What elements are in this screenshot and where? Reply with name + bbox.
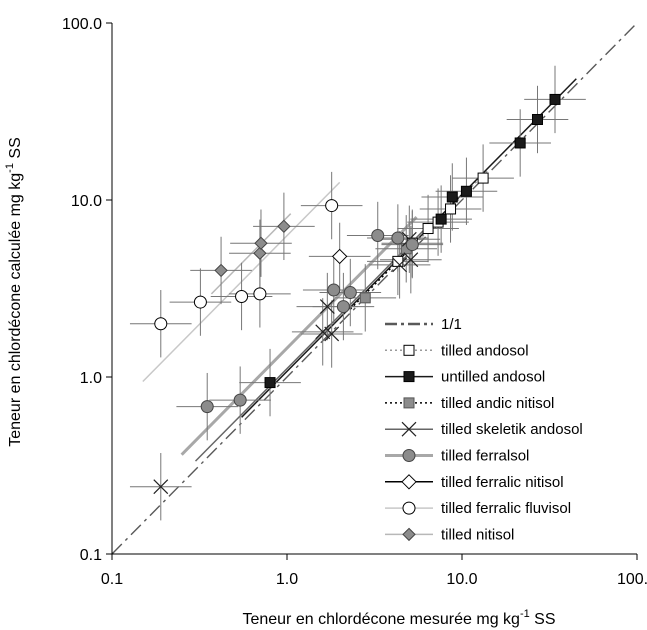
fit-line-tilled-skeletik-andosol bbox=[194, 224, 430, 462]
point-tilled-ferralsol bbox=[391, 231, 405, 245]
point-tilled-ferralsol bbox=[233, 393, 247, 407]
point-tilled-ferralsol bbox=[405, 238, 419, 252]
legend-entry: untilled andosol bbox=[385, 369, 545, 386]
point-tilled-ferralic-fluvisol bbox=[154, 317, 168, 331]
point-tilled-andic-nitisol bbox=[359, 292, 371, 304]
legend-entry: tilled andosol bbox=[385, 342, 529, 359]
legend-marker bbox=[401, 474, 417, 490]
x-tick-label: 100.0 bbox=[617, 571, 647, 588]
point-untilled-andosol bbox=[446, 191, 458, 203]
point-tilled-skeletik-andosol bbox=[319, 299, 335, 314]
fit-line-tilled-ferralsol bbox=[180, 216, 418, 456]
point-tilled-skeletik-andosol bbox=[403, 252, 419, 268]
point-untilled-andosol bbox=[549, 93, 561, 105]
point-tilled-nitisol bbox=[254, 236, 268, 250]
point-untilled-andosol bbox=[435, 213, 447, 225]
legend-label: tilled skeletik andosol bbox=[441, 421, 583, 438]
legend-marker bbox=[402, 501, 416, 515]
point-tilled-ferralic-nitisol bbox=[331, 248, 348, 265]
x-axis-title: Teneur en chlordécone mesurée mg kg-1 SS bbox=[242, 608, 555, 628]
y-tick-label: 10.0 bbox=[71, 193, 102, 210]
legend-label: tilled andic nitisol bbox=[441, 395, 554, 412]
x-tick-label: 0.1 bbox=[101, 571, 123, 588]
y-axis-title: Teneur en chlordécone calculée mg kg-1 S… bbox=[4, 137, 24, 447]
x-tick-label: 1.0 bbox=[276, 571, 298, 588]
x-tick-label: 10.0 bbox=[446, 571, 477, 588]
data-points bbox=[153, 93, 561, 495]
point-tilled-andosol bbox=[422, 223, 434, 235]
legend-marker bbox=[402, 449, 416, 462]
point-tilled-ferralic-fluvisol bbox=[325, 199, 339, 213]
legend-label: tilled ferralic fluvisol bbox=[441, 500, 571, 517]
legend-label: untilled andosol bbox=[441, 369, 545, 386]
point-tilled-skeletik-andosol bbox=[392, 257, 408, 273]
reference-line-1-1 bbox=[111, 22, 638, 555]
point-tilled-andosol bbox=[445, 203, 457, 215]
y-tick-label: 100.0 bbox=[62, 16, 102, 33]
legend-marker bbox=[401, 421, 417, 437]
point-tilled-ferralsol bbox=[200, 400, 214, 414]
legend-entry: tilled skeletik andosol bbox=[385, 421, 583, 438]
legend-label: 1/1 bbox=[441, 316, 462, 333]
legend-label: tilled nitisol bbox=[441, 526, 514, 543]
point-tilled-ferralic-fluvisol bbox=[253, 287, 267, 301]
legend-entry: tilled andic nitisol bbox=[385, 395, 554, 412]
legend-label: tilled andosol bbox=[441, 342, 529, 359]
point-untilled-andosol bbox=[531, 113, 543, 125]
legend-label: tilled ferralsol bbox=[441, 448, 529, 465]
legend: 1/1 tilled andosol untilled andosol tilled … bbox=[385, 316, 583, 543]
legend-entry: 1/1 bbox=[385, 316, 462, 333]
point-untilled-andosol bbox=[514, 137, 526, 149]
point-tilled-ferralsol bbox=[343, 286, 357, 300]
point-tilled-ferralsol bbox=[327, 283, 341, 297]
legend-marker bbox=[403, 344, 415, 356]
point-tilled-skeletik-andosol bbox=[324, 326, 340, 342]
point-tilled-nitisol bbox=[214, 263, 228, 278]
point-tilled-ferralic-fluvisol bbox=[235, 289, 249, 303]
point-tilled-ferralic-fluvisol bbox=[193, 295, 207, 309]
y-tick-label: 1.0 bbox=[80, 370, 102, 387]
plot-area bbox=[111, 22, 638, 555]
point-tilled-nitisol bbox=[277, 219, 291, 234]
point-tilled-nitisol bbox=[253, 246, 267, 260]
legend-entry: tilled ferralic nitisol bbox=[385, 474, 564, 491]
legend-entry: tilled ferralsol bbox=[385, 448, 529, 465]
point-untilled-andosol bbox=[460, 185, 472, 197]
legend-marker bbox=[403, 371, 415, 383]
point-untilled-andosol bbox=[264, 377, 276, 389]
point-tilled-andosol bbox=[392, 255, 404, 267]
legend-entry: tilled nitisol bbox=[385, 526, 514, 543]
point-tilled-ferralsol bbox=[336, 300, 350, 314]
legend-entry: tilled ferralic fluvisol bbox=[385, 500, 571, 517]
y-axis: 0.1 1.0 10.0 100.0 bbox=[62, 16, 113, 564]
legend-marker bbox=[402, 527, 416, 542]
point-tilled-skeletik-andosol bbox=[153, 479, 169, 495]
point-tilled-ferralsol bbox=[371, 229, 385, 243]
legend-marker bbox=[403, 397, 415, 409]
point-tilled-skeletik-andosol bbox=[315, 324, 331, 340]
y-tick-label: 0.1 bbox=[80, 547, 102, 564]
x-axis: 0.1 1.0 10.0 100.0 bbox=[101, 553, 647, 588]
legend-label: tilled ferralic nitisol bbox=[441, 474, 564, 491]
point-tilled-andosol bbox=[477, 172, 489, 184]
